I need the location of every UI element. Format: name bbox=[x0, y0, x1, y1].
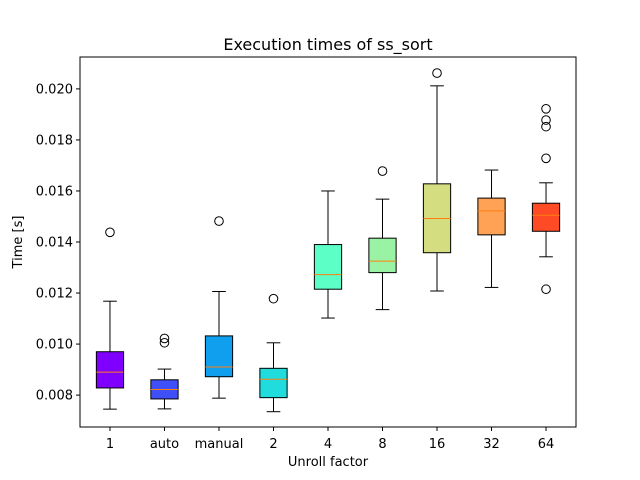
box-group-4 bbox=[313, 190, 343, 319]
box-1-outlier-0 bbox=[105, 227, 115, 238]
x-tick-label-2: 2 bbox=[269, 437, 277, 452]
box-group-8 bbox=[368, 166, 397, 311]
x-tick-label-1: 1 bbox=[106, 437, 114, 452]
x-tick-label-8: 8 bbox=[378, 437, 386, 452]
box-8-iqr-rect bbox=[368, 237, 397, 274]
box-64-outlier-2 bbox=[541, 121, 551, 132]
box-manual-outlier-0 bbox=[214, 216, 224, 226]
x-tick-label-16: 16 bbox=[429, 437, 446, 452]
y-axis-label: Time [s] bbox=[11, 216, 26, 270]
x-axis-label: Unroll factor bbox=[288, 455, 369, 470]
box-auto-outlier-1 bbox=[159, 333, 170, 344]
box-group-1 bbox=[95, 227, 125, 410]
x-tick-label-64: 64 bbox=[538, 437, 555, 452]
x-tick-label-4: 4 bbox=[324, 437, 332, 452]
box-2-iqr-rect bbox=[259, 367, 288, 399]
box-auto-outlier-0 bbox=[159, 337, 170, 348]
box-1-iqr-rect bbox=[95, 351, 125, 389]
box-2-outlier-0 bbox=[268, 293, 279, 304]
y-tick-label-4: 0.016 bbox=[36, 184, 73, 199]
y-tick-label-0: 0.008 bbox=[36, 389, 73, 404]
y-tick-label-5: 0.018 bbox=[36, 133, 73, 148]
box-64-outlier-1 bbox=[541, 153, 551, 164]
box-group-manual bbox=[204, 216, 234, 399]
y-axis: 0.008 0.010 0.012 0.014 0.016 0.018 0.020 bbox=[36, 82, 80, 404]
x-axis: 1 auto manual 2 4 8 16 32 64 bbox=[106, 427, 554, 452]
chart-title: Execution times of ss_sort bbox=[223, 35, 432, 55]
box-64-outlier-4 bbox=[541, 104, 551, 114]
y-tick-label-2: 0.012 bbox=[36, 287, 73, 302]
box-64-iqr-rect bbox=[531, 202, 561, 232]
box-32-iqr-rect bbox=[477, 197, 506, 236]
box-manual-iqr-rect bbox=[204, 335, 234, 378]
plot-area bbox=[95, 68, 561, 413]
box-group-64 bbox=[531, 104, 561, 295]
box-group-2 bbox=[259, 293, 288, 413]
box-16-outlier-0 bbox=[432, 68, 442, 78]
box-64-outlier-0 bbox=[541, 284, 551, 295]
y-tick-label-3: 0.014 bbox=[36, 236, 73, 251]
box-64-outlier-3 bbox=[541, 115, 551, 125]
x-tick-label-manual: manual bbox=[195, 437, 244, 452]
box-group-16 bbox=[422, 68, 452, 292]
box-group-auto bbox=[150, 333, 179, 410]
box-group-32 bbox=[477, 169, 506, 288]
x-tick-label-32: 32 bbox=[483, 437, 500, 452]
box-8-outlier-0 bbox=[377, 166, 388, 176]
y-tick-label-1: 0.010 bbox=[36, 338, 73, 353]
x-tick-label-auto: auto bbox=[150, 437, 179, 452]
box-4-iqr-rect bbox=[313, 244, 343, 290]
y-tick-label-6: 0.020 bbox=[36, 82, 73, 97]
